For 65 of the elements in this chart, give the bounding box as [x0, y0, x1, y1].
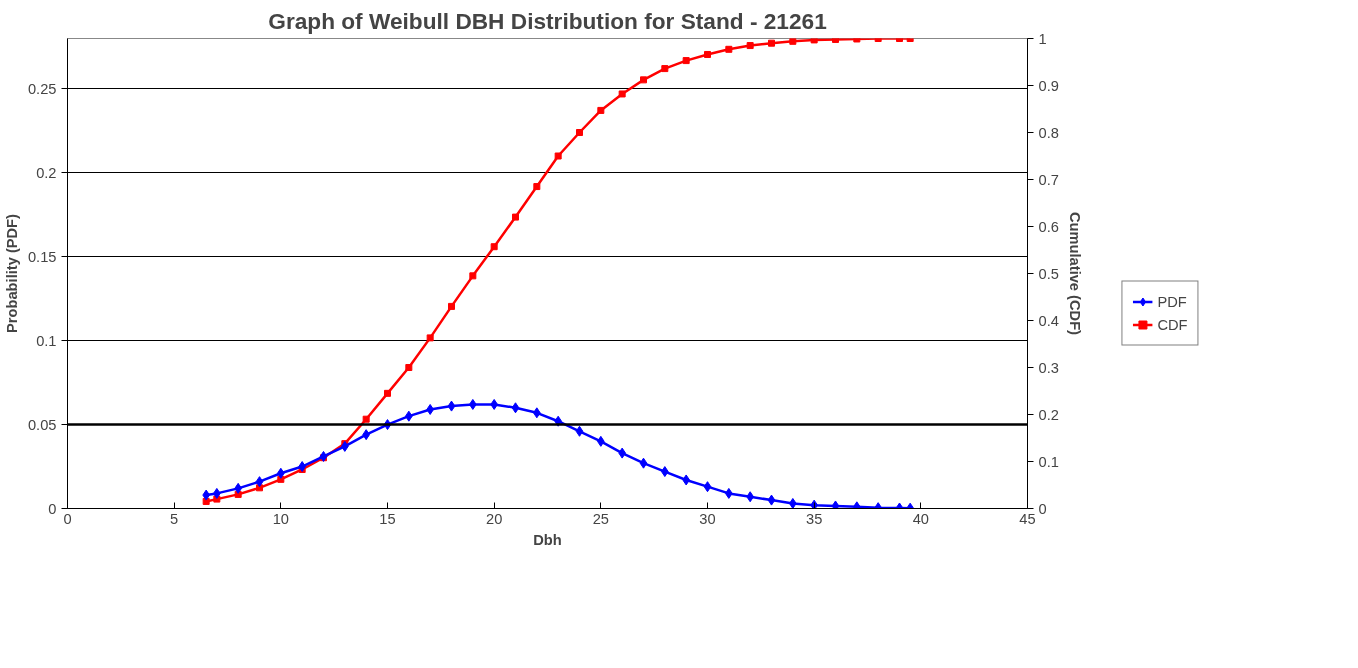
y2-tick-label: 0.7: [1038, 171, 1059, 188]
point: [810, 38, 818, 44]
y-tick-label: 0.25: [27, 80, 57, 97]
point: [746, 42, 754, 50]
y-tick-label: 0.2: [36, 164, 57, 181]
point: [682, 57, 690, 65]
y2-tick-label: 0.2: [1038, 406, 1059, 423]
x-tick-label: 35: [806, 510, 823, 527]
point: [362, 415, 370, 423]
x-tick-label: 45: [1019, 510, 1036, 527]
y2-tick-label: 0.6: [1038, 218, 1059, 235]
point: [511, 402, 520, 414]
chart-title: Graph of Weibull DBH Distribution for Stand - 21261: [268, 7, 827, 34]
point: [618, 90, 626, 98]
y2-tick-label: 0.1: [1038, 453, 1059, 470]
point: [725, 45, 733, 53]
point: [512, 213, 519, 221]
legend-label: CDF: [1157, 316, 1188, 333]
point: [255, 476, 264, 488]
point: [384, 389, 391, 397]
x-tick-label: 5: [170, 510, 179, 527]
point: [490, 243, 498, 251]
point: [448, 302, 455, 310]
point: [810, 499, 818, 509]
y-axis-title: Probability (PDF): [3, 213, 20, 333]
point: [447, 400, 456, 412]
y2-axis-title: Cumulative (CDF): [1066, 212, 1083, 336]
point: [576, 129, 583, 136]
point: [405, 364, 413, 371]
x-tick-label: 25: [592, 510, 609, 527]
point: [533, 183, 541, 191]
y2-tick-label: 1: [1038, 30, 1047, 47]
point: [767, 494, 776, 506]
y2-tick-label: 0.3: [1038, 359, 1059, 376]
legend-label: PDF: [1157, 293, 1187, 310]
y-tick-label: 0.05: [27, 416, 57, 433]
y-tick-label: 0.1: [36, 332, 57, 349]
point: [319, 450, 328, 462]
y2-tick-label: 0.9: [1038, 77, 1059, 94]
point: [426, 334, 434, 342]
y2-tick-label: 0.4: [1038, 312, 1059, 329]
x-tick-label: 40: [912, 510, 929, 527]
point: [661, 65, 669, 73]
x-tick-label: 20: [486, 510, 503, 527]
point: [703, 481, 712, 493]
point: [554, 152, 562, 160]
point: [831, 500, 840, 509]
y-tick-label: 0.15: [27, 248, 57, 265]
x-axis-title: Dbh: [533, 531, 562, 548]
x-tick-label: 30: [699, 510, 716, 527]
x-tick-label: 10: [272, 510, 289, 527]
point: [704, 50, 711, 58]
y2-tick-label: 0.5: [1038, 265, 1059, 282]
point: [832, 38, 839, 43]
point: [640, 76, 647, 84]
point: [469, 272, 477, 280]
point: [768, 39, 775, 47]
point: [575, 425, 584, 437]
point: [789, 38, 797, 45]
y2-tick-label: 0.8: [1038, 124, 1059, 141]
point: [853, 501, 861, 509]
point: [639, 457, 648, 469]
x-tick-label: 0: [63, 510, 72, 527]
point: [597, 106, 605, 114]
x-tick-label: 15: [379, 510, 396, 527]
